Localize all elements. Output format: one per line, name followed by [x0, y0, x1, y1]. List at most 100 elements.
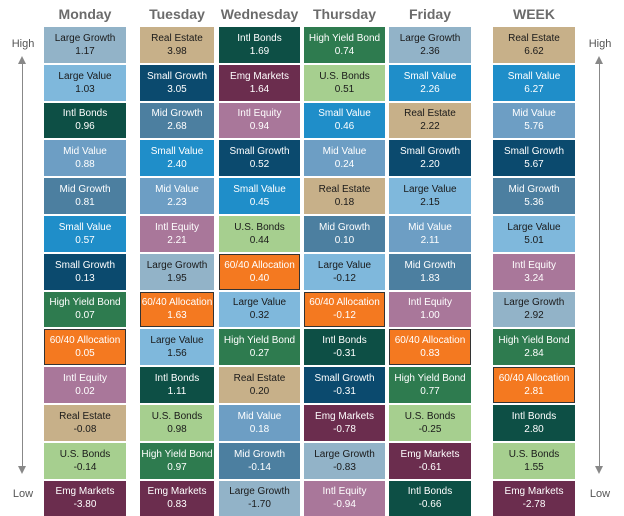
- asset-name: Mid Growth: [508, 184, 560, 196]
- cell-friday-8: Intl Equity 1.00: [389, 291, 471, 328]
- asset-name: Large Value: [150, 335, 204, 347]
- cell-week-8: Large Growth 2.92: [493, 291, 575, 328]
- asset-return: 0.18: [249, 423, 270, 435]
- asset-return: 5.76: [524, 121, 544, 133]
- cell-thursday-9: Intl Bonds -0.31: [304, 329, 385, 366]
- asset-return: -0.12: [333, 272, 356, 284]
- asset-name: Large Value: [507, 221, 561, 233]
- asset-name: U.S. Bonds: [59, 448, 111, 460]
- cell-monday-3: Intl Bonds 0.96: [44, 102, 126, 139]
- asset-name: Small Growth: [314, 373, 375, 385]
- cell-thursday-11: Emg Markets -0.78: [304, 405, 385, 441]
- cell-week-10: 60/40 Allocation 2.81: [493, 367, 575, 403]
- cell-thursday-10: Small Growth -0.31: [304, 367, 385, 403]
- cell-week-2: Small Value 6.27: [493, 64, 575, 101]
- asset-return: 0.45: [249, 197, 270, 209]
- cell-friday-9: 60/40 Allocation 0.83: [389, 329, 471, 366]
- asset-return: 5.36: [524, 197, 544, 209]
- asset-return: 1.55: [524, 461, 544, 473]
- asset-name: U.S. Bonds: [234, 221, 285, 233]
- asset-return: 2.92: [524, 310, 544, 322]
- asset-name: Intl Equity: [155, 221, 199, 233]
- cell-tuesday-11: U.S. Bonds 0.98: [140, 405, 214, 441]
- asset-name: Small Value: [58, 221, 112, 233]
- asset-name: Intl Bonds: [322, 335, 367, 347]
- asset-name: Real Estate: [404, 108, 456, 120]
- asset-return: 6.62: [524, 45, 544, 57]
- asset-return: 0.02: [75, 386, 95, 398]
- cell-friday-1: Large Growth 2.36: [389, 27, 471, 63]
- cell-monday-10: Intl Equity 0.02: [44, 367, 126, 403]
- asset-return: -0.61: [418, 461, 442, 473]
- asset-return: 0.07: [75, 310, 95, 322]
- asset-name: 60/40 Allocation: [141, 297, 213, 309]
- asset-name: U.S. Bonds: [151, 410, 203, 422]
- cell-wednesday-3: Intl Equity 0.94: [219, 102, 300, 139]
- asset-name: Emg Markets: [315, 410, 374, 422]
- cell-tuesday-5: Mid Value 2.23: [140, 178, 214, 214]
- cell-thursday-12: Large Growth -0.83: [304, 442, 385, 479]
- asset-name: High Yield Bond: [141, 448, 213, 460]
- asset-return: -0.08: [73, 423, 97, 435]
- asset-name: High Yield Bond: [394, 373, 466, 385]
- asset-return: 5.67: [524, 159, 544, 171]
- asset-name: Large Value: [232, 297, 287, 309]
- asset-name: Large Growth: [399, 32, 461, 44]
- asset-name: Large Growth: [314, 448, 375, 460]
- asset-name: 60/40 Allocation: [394, 335, 466, 347]
- asset-return: 0.98: [167, 423, 187, 435]
- high-label-right: High: [588, 38, 612, 50]
- asset-name: Intl Equity: [408, 297, 452, 309]
- asset-return: -0.94: [333, 499, 356, 511]
- asset-return: 0.88: [75, 159, 95, 171]
- cell-week-13: Emg Markets -2.78: [493, 480, 575, 516]
- asset-name: Intl Bonds: [237, 32, 282, 44]
- arrow-up-icon: [595, 56, 603, 64]
- asset-name: Mid Growth: [233, 448, 286, 460]
- cell-week-1: Real Estate 6.62: [493, 27, 575, 63]
- asset-name: Mid Growth: [151, 108, 203, 120]
- asset-name: U.S. Bonds: [508, 448, 560, 460]
- asset-return: 1.69: [249, 45, 270, 57]
- cell-thursday-8: 60/40 Allocation -0.12: [304, 291, 385, 328]
- cell-thursday-6: Mid Growth 0.10: [304, 216, 385, 252]
- asset-return: 3.98: [167, 45, 187, 57]
- asset-return: 1.56: [167, 348, 187, 360]
- column-header-friday: Friday: [408, 6, 451, 22]
- asset-name: Large Value: [58, 70, 112, 82]
- asset-return: 0.10: [334, 234, 355, 246]
- asset-return: 3.24: [524, 272, 544, 284]
- asset-name: Real Estate: [151, 32, 203, 44]
- asset-name: Large Value: [403, 184, 457, 196]
- asset-return: 2.21: [167, 234, 187, 246]
- asset-name: Intl Bonds: [154, 373, 200, 385]
- asset-name: Mid Growth: [318, 221, 371, 233]
- cell-tuesday-3: Mid Growth 2.68: [140, 102, 214, 139]
- asset-return: 2.68: [167, 121, 187, 133]
- arrow-down-icon: [18, 466, 26, 474]
- low-label-left: Low: [12, 488, 34, 500]
- asset-name: Large Growth: [146, 259, 208, 271]
- cell-monday-13: Emg Markets -3.80: [44, 480, 126, 516]
- asset-return: 2.84: [524, 348, 544, 360]
- cell-monday-7: Small Growth 0.13: [44, 253, 126, 290]
- cell-wednesday-10: Real Estate 0.20: [219, 367, 300, 403]
- asset-name: Mid Growth: [59, 184, 111, 196]
- cell-week-12: U.S. Bonds 1.55: [493, 442, 575, 479]
- asset-return: 0.83: [420, 348, 440, 360]
- asset-return: 0.46: [334, 121, 355, 133]
- asset-name: Mid Value: [155, 184, 199, 196]
- cell-wednesday-8: Large Value 0.32: [219, 291, 300, 328]
- asset-name: Intl Bonds: [62, 108, 108, 120]
- asset-return: -0.14: [248, 461, 271, 473]
- cell-tuesday-7: Large Growth 1.95: [140, 253, 214, 290]
- asset-name: Real Estate: [318, 184, 371, 196]
- cell-week-5: Mid Growth 5.36: [493, 178, 575, 214]
- asset-return: 0.74: [334, 45, 355, 57]
- cell-thursday-7: Large Value -0.12: [304, 253, 385, 290]
- cell-thursday-13: Intl Equity -0.94: [304, 480, 385, 516]
- cell-wednesday-12: Mid Growth -0.14: [219, 442, 300, 479]
- asset-name: Small Growth: [503, 146, 564, 158]
- cell-wednesday-2: Emg Markets 1.64: [219, 64, 300, 101]
- asset-name: Emg Markets: [55, 486, 115, 498]
